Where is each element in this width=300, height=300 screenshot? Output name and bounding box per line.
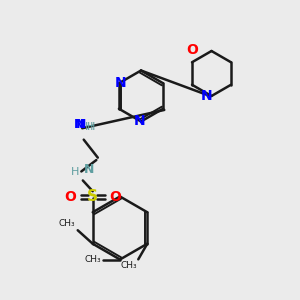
- Text: N: N: [114, 76, 126, 90]
- Text: O: O: [186, 43, 198, 57]
- Text: N: N: [134, 114, 146, 128]
- Text: N: N: [74, 118, 84, 131]
- Text: H: H: [85, 122, 93, 133]
- Text: O: O: [64, 190, 76, 204]
- Text: H: H: [71, 167, 79, 177]
- Text: CH₃: CH₃: [85, 255, 101, 264]
- Text: CH₃: CH₃: [120, 262, 137, 271]
- Text: N: N: [201, 89, 212, 103]
- Text: N: N: [83, 163, 94, 176]
- Text: N: N: [76, 118, 86, 131]
- Text: CH₃: CH₃: [59, 219, 75, 228]
- Text: H: H: [87, 122, 95, 133]
- Text: S: S: [87, 189, 98, 204]
- Text: O: O: [110, 190, 122, 204]
